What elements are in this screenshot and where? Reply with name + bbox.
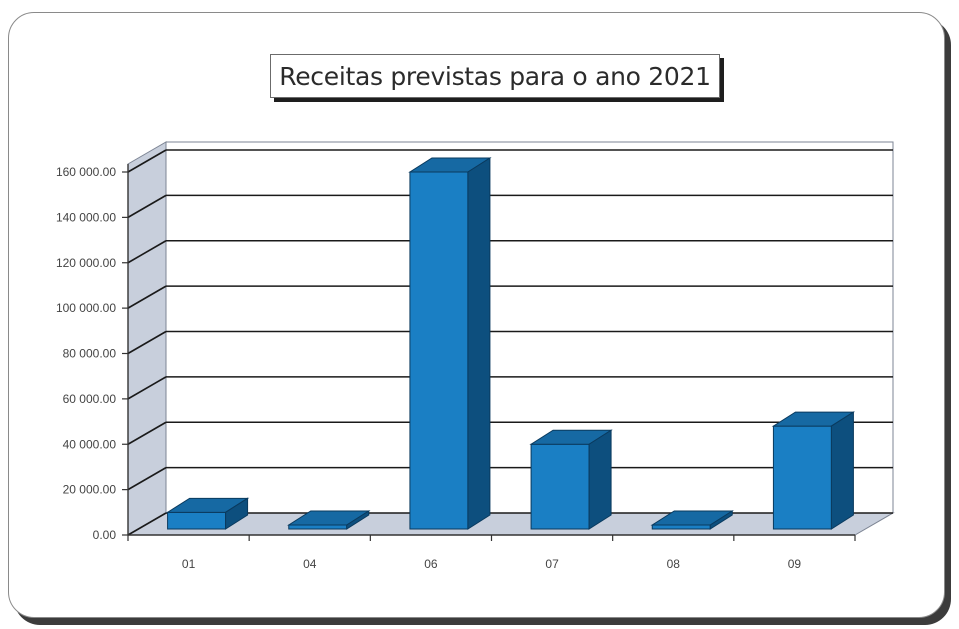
bar-04 <box>288 524 348 530</box>
gridline-side <box>127 512 167 536</box>
y-tick-label: 80 000.00 <box>63 347 117 361</box>
y-tick-label: 0.00 <box>93 528 117 542</box>
x-tick-label: 07 <box>545 557 559 571</box>
y-tick-label: 40 000.00 <box>63 437 117 451</box>
bar-side-08 <box>709 510 733 530</box>
gridline-side <box>127 466 167 491</box>
gridline-side <box>127 240 167 264</box>
gridline-side <box>127 149 167 173</box>
bar-side-09 <box>830 411 854 530</box>
bar-09 <box>772 425 832 530</box>
gridline-side <box>127 421 167 445</box>
y-tick-label: 120 000.00 <box>56 256 116 270</box>
y-tick-label: 20 000.00 <box>63 483 117 497</box>
x-tick-label: 06 <box>424 557 438 571</box>
bar-side-01 <box>225 497 249 530</box>
x-tick-label: 04 <box>303 557 317 571</box>
y-tick-label: 140 000.00 <box>56 210 116 224</box>
back-wall <box>165 141 894 514</box>
bar-08 <box>651 524 711 530</box>
bar-07 <box>530 443 590 530</box>
bar-06 <box>409 171 469 530</box>
gridline-side <box>127 194 167 219</box>
y-tick-label: 100 000.00 <box>56 301 116 315</box>
gridline-side <box>127 376 167 400</box>
y-tick-label: 60 000.00 <box>63 392 117 406</box>
side-wall <box>127 141 167 536</box>
bar-01 <box>167 511 227 530</box>
gridline-side <box>127 330 167 355</box>
bar-side-07 <box>588 429 612 530</box>
bar-side-06 <box>467 157 491 530</box>
gridline-side <box>127 285 167 309</box>
x-tick-label: 09 <box>788 557 802 571</box>
x-tick-label: 08 <box>667 557 681 571</box>
chart-title: Receitas previstas para o ano 2021 <box>270 54 720 98</box>
x-tick-label: 01 <box>182 557 196 571</box>
bar-side-04 <box>346 510 370 530</box>
y-tick-label: 160 000.00 <box>56 165 116 179</box>
